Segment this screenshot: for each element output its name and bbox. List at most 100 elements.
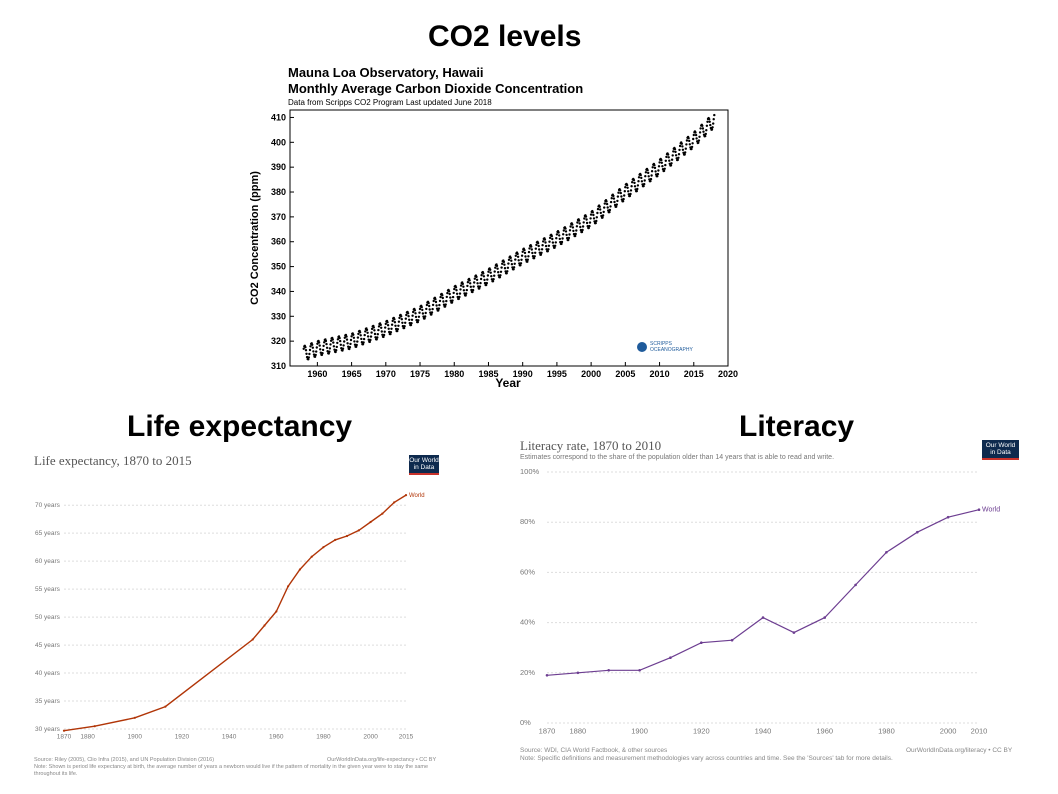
co2-point <box>671 154 674 157</box>
co2-point <box>447 290 451 293</box>
co2-y-axis-label: CO2 Concentration (ppm) <box>249 171 261 305</box>
owid-logo-literacy-line1: Our World <box>985 442 1016 449</box>
co2-point <box>681 145 684 148</box>
co2-point <box>452 291 455 295</box>
co2-point <box>417 319 420 322</box>
co2-point <box>687 137 690 140</box>
co2-point <box>475 278 479 281</box>
co2-point <box>677 153 681 156</box>
co2-point <box>390 327 393 330</box>
co2-point <box>681 148 685 151</box>
co2-point <box>386 324 390 327</box>
literacy-y-tick-label-1: 20% <box>520 668 535 677</box>
co2-point <box>587 226 590 230</box>
co2-point <box>382 335 385 339</box>
co2-point <box>560 240 564 244</box>
co2-point <box>650 170 654 173</box>
co2-point <box>548 240 551 243</box>
co2-point <box>334 350 337 354</box>
co2-point <box>502 260 506 264</box>
life-note: Note: Shown is period life expectancy at… <box>34 764 429 777</box>
co2-point <box>574 234 577 238</box>
literacy-note: Note: Specific definitions and measureme… <box>520 755 893 762</box>
co2-point <box>425 307 428 311</box>
literacy-point <box>792 631 796 634</box>
co2-point <box>416 320 419 324</box>
co2-point <box>530 248 533 251</box>
co2-point <box>580 230 584 234</box>
literacy-point <box>607 669 610 672</box>
co2-y-tick-label-7: 380 <box>271 187 286 197</box>
co2-point <box>430 313 433 316</box>
co2-point <box>332 341 335 344</box>
co2-point <box>532 257 536 260</box>
co2-point <box>558 234 561 237</box>
co2-y-tick-label-2: 330 <box>271 311 286 321</box>
co2-point <box>685 143 688 146</box>
co2-point <box>698 135 701 138</box>
co2-point <box>565 233 568 237</box>
co2-point <box>621 200 625 203</box>
co2-point <box>553 246 556 249</box>
co2-point <box>397 320 401 323</box>
co2-point <box>510 259 513 262</box>
co2-point <box>357 332 360 336</box>
co2-point <box>643 179 646 182</box>
co2-point <box>601 216 604 219</box>
life-point <box>275 610 278 613</box>
co2-point <box>656 175 659 178</box>
co2-point <box>423 317 426 320</box>
co2-point <box>313 355 317 358</box>
co2-point <box>657 165 661 168</box>
co2-point <box>418 311 421 314</box>
co2-point <box>581 225 585 228</box>
co2-point <box>571 226 575 229</box>
co2-point <box>315 346 318 349</box>
co2-point <box>324 339 328 343</box>
co2-point <box>490 278 494 281</box>
co2-point <box>459 284 463 287</box>
co2-point <box>547 244 551 247</box>
co2-point <box>649 179 652 183</box>
co2-point <box>536 241 540 245</box>
co2-point <box>449 296 452 299</box>
co2-point <box>712 118 715 121</box>
co2-x-axis-label: Year <box>495 376 521 390</box>
co2-point <box>551 237 554 241</box>
co2-point <box>424 311 427 315</box>
co2-point <box>512 266 516 269</box>
co2-point <box>345 338 349 341</box>
life-credit: OurWorldInData.org/life-expectancy • CC … <box>327 757 437 763</box>
co2-point <box>409 323 413 327</box>
co2-plot-frame <box>289 109 729 367</box>
co2-point <box>507 262 510 265</box>
co2-point <box>362 341 365 344</box>
co2-x-tick-label-8: 2000 <box>581 369 601 379</box>
co2-point <box>418 307 422 311</box>
co2-point <box>312 350 315 353</box>
co2-point <box>708 118 711 121</box>
co2-point <box>445 299 448 303</box>
co2-point <box>499 270 503 273</box>
co2-point <box>482 275 486 278</box>
literacy-point <box>823 616 826 619</box>
co2-point <box>341 347 345 350</box>
co2-point <box>683 153 686 156</box>
co2-point <box>397 324 400 327</box>
co2-point <box>661 165 664 168</box>
literacy-point <box>700 641 703 644</box>
co2-point <box>428 304 431 308</box>
co2-point <box>497 274 500 277</box>
co2-point <box>455 292 459 295</box>
co2-point <box>550 234 553 238</box>
co2-point <box>605 202 609 206</box>
life-point <box>404 494 408 497</box>
literacy-x-tick-label-4: 1940 <box>755 727 772 736</box>
co2-point <box>531 251 534 255</box>
co2-point <box>491 280 495 283</box>
co2-point <box>470 288 473 292</box>
co2-point <box>680 142 683 145</box>
co2-point <box>466 281 470 284</box>
life-point <box>310 555 313 558</box>
co2-point <box>438 303 441 307</box>
